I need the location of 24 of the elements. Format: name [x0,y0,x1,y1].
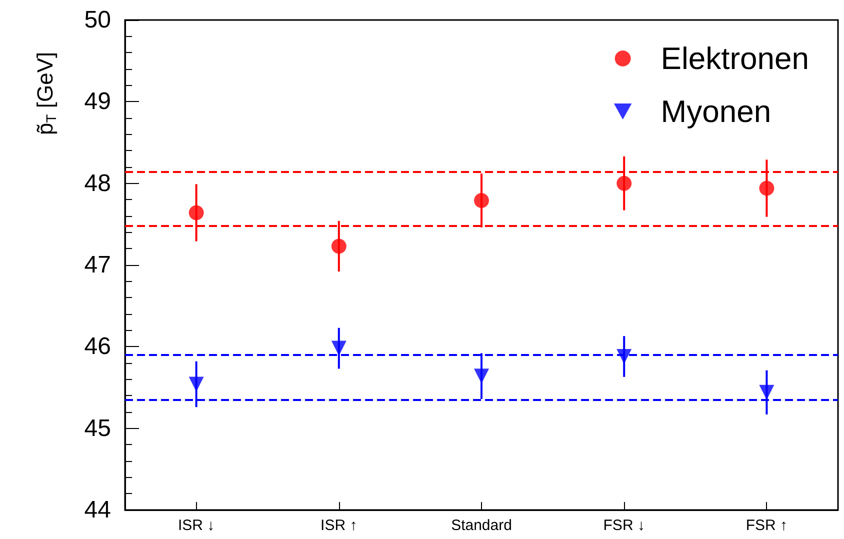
point [331,340,346,356]
point [616,176,632,191]
y-tick-label: 50 [84,6,111,34]
y-tick-label: 48 [84,170,111,197]
point [331,238,346,254]
y-tick-label: 47 [84,252,111,278]
point [759,384,774,400]
point [616,348,632,364]
x-tick-label: ISR ↓ [178,517,215,534]
y-tick-label: 45 [84,414,111,442]
y-tick-label: 44 [84,496,111,524]
y-axis-title: p̃T [GeV] [32,52,59,135]
point [188,205,204,220]
x-tick-label: Standard [451,517,512,534]
x-tick-label: FSR ↑ [746,517,788,534]
x-tick-label: ISR ↑ [320,517,358,534]
point [188,376,204,392]
point [759,180,774,196]
legend-label: Myonen [660,94,772,129]
x-tick-label: FSR ↓ [603,517,645,534]
point [474,192,489,208]
y-tick-label: 46 [84,333,111,360]
y-tick-label: 49 [84,88,111,116]
legend-label: Elektronen [660,41,810,76]
